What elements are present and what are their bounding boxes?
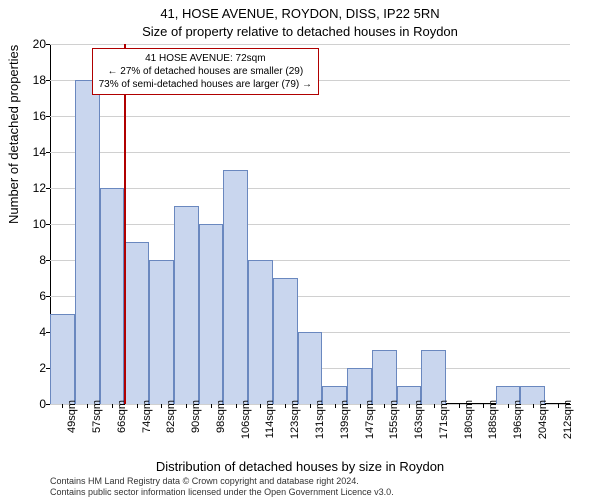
x-tick-label: 147sqm — [364, 400, 376, 439]
y-tick-mark — [46, 80, 50, 81]
x-tick-mark — [186, 404, 187, 408]
chart-title-main: 41, HOSE AVENUE, ROYDON, DISS, IP22 5RN — [0, 6, 600, 21]
x-tick-label: 82sqm — [165, 400, 177, 433]
footer-line-2: Contains public sector information licen… — [50, 487, 394, 498]
x-tick-label: 131sqm — [314, 400, 326, 439]
y-tick-label: 18 — [22, 73, 46, 87]
histogram-bar — [174, 206, 199, 404]
x-tick-mark — [310, 404, 311, 408]
x-tick-label: 196sqm — [512, 400, 524, 439]
gridline — [50, 152, 570, 153]
x-tick-mark — [260, 404, 261, 408]
y-tick-mark — [46, 296, 50, 297]
x-tick-label: 49sqm — [66, 400, 78, 433]
x-tick-mark — [112, 404, 113, 408]
histogram-bar — [199, 224, 224, 404]
y-tick-label: 12 — [22, 181, 46, 195]
x-tick-mark — [87, 404, 88, 408]
histogram-bar — [124, 242, 149, 404]
gridline — [50, 188, 570, 189]
histogram-chart: 41, HOSE AVENUE, ROYDON, DISS, IP22 5RN … — [0, 0, 600, 500]
x-tick-mark — [161, 404, 162, 408]
histogram-bar — [298, 332, 323, 404]
histogram-bar — [149, 260, 174, 404]
histogram-bar — [421, 350, 446, 404]
x-tick-label: 212sqm — [562, 400, 574, 439]
x-tick-label: 90sqm — [190, 400, 202, 433]
y-tick-label: 4 — [22, 325, 46, 339]
x-tick-mark — [335, 404, 336, 408]
x-tick-label: 139sqm — [339, 400, 351, 439]
x-axis-title: Distribution of detached houses by size … — [0, 459, 600, 474]
y-tick-label: 20 — [22, 37, 46, 51]
x-tick-mark — [285, 404, 286, 408]
x-tick-mark — [211, 404, 212, 408]
histogram-bar — [372, 350, 397, 404]
x-tick-label: 66sqm — [116, 400, 128, 433]
chart-title-sub: Size of property relative to detached ho… — [0, 24, 600, 39]
x-tick-label: 98sqm — [215, 400, 227, 433]
footer-attribution: Contains HM Land Registry data © Crown c… — [50, 476, 394, 498]
annotation-line: 41 HOSE AVENUE: 72sqm — [99, 52, 312, 65]
x-tick-label: 180sqm — [463, 400, 475, 439]
x-tick-label: 171sqm — [438, 400, 450, 439]
y-tick-label: 16 — [22, 109, 46, 123]
y-tick-mark — [46, 44, 50, 45]
x-tick-mark — [62, 404, 63, 408]
y-tick-label: 2 — [22, 361, 46, 375]
histogram-bar — [347, 368, 372, 404]
y-tick-mark — [46, 116, 50, 117]
reference-line — [124, 44, 126, 404]
histogram-bar — [248, 260, 273, 404]
x-tick-label: 163sqm — [413, 400, 425, 439]
x-tick-label: 57sqm — [91, 400, 103, 433]
y-tick-mark — [46, 224, 50, 225]
x-tick-label: 74sqm — [141, 400, 153, 433]
y-tick-label: 14 — [22, 145, 46, 159]
y-tick-mark — [46, 404, 50, 405]
x-tick-label: 188sqm — [487, 400, 499, 439]
x-tick-mark — [236, 404, 237, 408]
x-tick-mark — [384, 404, 385, 408]
gridline — [50, 224, 570, 225]
gridline — [50, 44, 570, 45]
x-tick-mark — [459, 404, 460, 408]
x-tick-label: 114sqm — [264, 400, 276, 438]
y-tick-mark — [46, 188, 50, 189]
x-tick-mark — [483, 404, 484, 408]
histogram-bar — [273, 278, 298, 404]
x-tick-label: 204sqm — [537, 400, 549, 439]
y-tick-label: 10 — [22, 217, 46, 231]
x-tick-mark — [409, 404, 410, 408]
footer-line-1: Contains HM Land Registry data © Crown c… — [50, 476, 394, 487]
y-tick-label: 6 — [22, 289, 46, 303]
annotation-line: ← 27% of detached houses are smaller (29… — [99, 65, 312, 78]
histogram-bar — [75, 80, 100, 404]
x-tick-mark — [533, 404, 534, 408]
y-axis-title: Number of detached properties — [6, 45, 21, 224]
plot-area: 0246810121416182049sqm57sqm66sqm74sqm82s… — [50, 44, 570, 404]
histogram-bar — [50, 314, 75, 404]
y-tick-label: 8 — [22, 253, 46, 267]
x-tick-label: 155sqm — [388, 400, 400, 439]
y-tick-mark — [46, 260, 50, 261]
x-tick-mark — [558, 404, 559, 408]
y-tick-mark — [46, 152, 50, 153]
x-tick-mark — [508, 404, 509, 408]
x-tick-mark — [137, 404, 138, 408]
histogram-bar — [223, 170, 248, 404]
y-tick-label: 0 — [22, 397, 46, 411]
x-tick-label: 123sqm — [289, 400, 301, 439]
x-tick-mark — [360, 404, 361, 408]
annotation-box: 41 HOSE AVENUE: 72sqm← 27% of detached h… — [92, 48, 319, 95]
x-tick-label: 106sqm — [240, 400, 252, 439]
gridline — [50, 116, 570, 117]
histogram-bar — [100, 188, 125, 404]
x-tick-mark — [434, 404, 435, 408]
annotation-line: 73% of semi-detached houses are larger (… — [99, 78, 312, 91]
